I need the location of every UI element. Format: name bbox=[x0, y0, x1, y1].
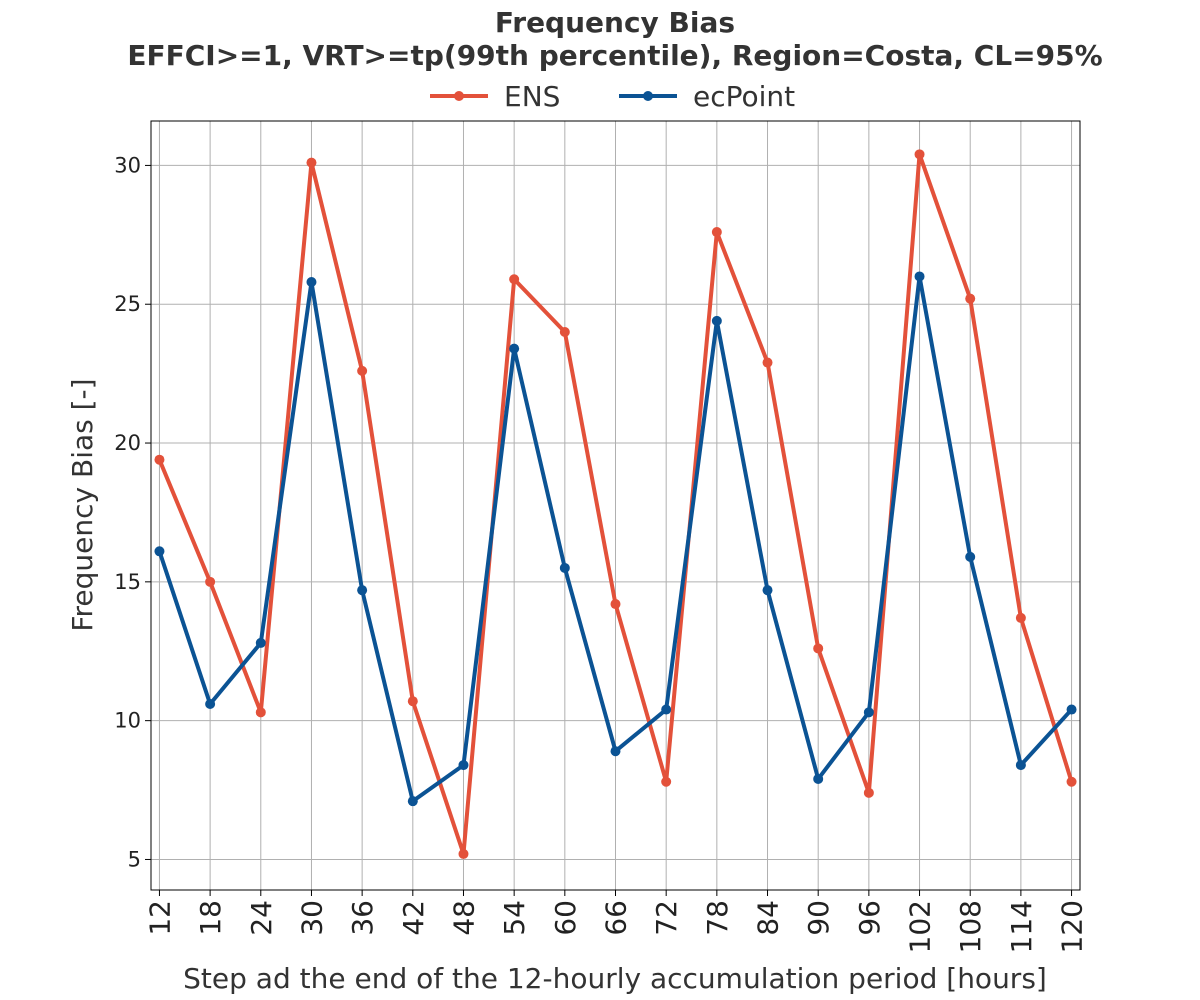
data-point-ecpoint bbox=[661, 704, 672, 715]
x-axis-label: Step ad the end of the 12-hourly accumul… bbox=[183, 962, 1047, 995]
data-point-ecpoint bbox=[357, 585, 368, 596]
legend: ENS ecPoint bbox=[0, 78, 1200, 114]
data-point-ens bbox=[205, 576, 216, 587]
legend-item-ecpoint: ecPoint bbox=[617, 78, 795, 114]
chart-title: Frequency Bias bbox=[494, 6, 736, 39]
data-point-ens bbox=[661, 776, 672, 787]
data-point-ecpoint bbox=[509, 343, 520, 354]
x-tick-label: 66 bbox=[600, 900, 633, 936]
x-tick-label: 108 bbox=[954, 900, 987, 953]
x-tick-label: 96 bbox=[853, 900, 886, 936]
x-tick-label: 120 bbox=[1056, 900, 1089, 953]
data-point-ens bbox=[914, 149, 925, 160]
x-tick-label: 36 bbox=[346, 900, 379, 936]
data-point-ens bbox=[357, 365, 368, 376]
data-point-ecpoint bbox=[154, 546, 165, 557]
data-point-ens bbox=[255, 707, 266, 718]
x-tick-label: 60 bbox=[549, 900, 582, 936]
data-point-ecpoint bbox=[306, 277, 317, 288]
data-point-ens bbox=[559, 326, 570, 337]
data-point-ens bbox=[762, 357, 773, 368]
data-point-ecpoint bbox=[407, 796, 418, 807]
x-tick-label: 84 bbox=[752, 900, 785, 936]
y-tick-label: 10 bbox=[114, 709, 141, 733]
x-tick-label: 48 bbox=[447, 900, 480, 936]
data-point-ens bbox=[509, 274, 520, 285]
y-tick-label: 20 bbox=[114, 431, 141, 455]
x-tick-labels: 12 18 24 30 36 42 48 54 60 66 72 78 84 90 96 102 108 114 1… bbox=[143, 890, 1089, 953]
data-point-ecpoint bbox=[711, 315, 722, 326]
data-point-ecpoint bbox=[813, 773, 824, 784]
legend-item-ens: ENS bbox=[428, 78, 560, 114]
data-point-ecpoint bbox=[863, 707, 874, 718]
data-point-ecpoint bbox=[965, 551, 976, 562]
data-point-ecpoint bbox=[458, 760, 469, 771]
x-tick-label: 30 bbox=[295, 900, 328, 936]
data-point-ens bbox=[458, 848, 469, 859]
data-point-ens bbox=[863, 787, 874, 798]
x-tick-label: 102 bbox=[904, 900, 937, 953]
data-point-ens bbox=[407, 696, 418, 707]
x-tick-label: 24 bbox=[245, 900, 278, 936]
data-point-ens bbox=[965, 293, 976, 304]
data-point-ens bbox=[306, 157, 317, 168]
y-tick-label: 15 bbox=[114, 570, 141, 594]
y-axis-label: Frequency Bias [-] bbox=[66, 378, 99, 631]
legend-label-ecpoint: ecPoint bbox=[693, 79, 796, 113]
legend-swatch-ecpoint bbox=[619, 91, 677, 101]
data-point-ens bbox=[711, 227, 722, 238]
x-tick-label: 78 bbox=[701, 900, 734, 936]
data-point-ens bbox=[610, 599, 621, 610]
data-point-ens bbox=[1015, 612, 1026, 623]
x-tick-label: 72 bbox=[650, 900, 683, 936]
legend-swatch-ens bbox=[430, 91, 488, 101]
data-point-ens bbox=[154, 454, 165, 465]
data-point-ecpoint bbox=[1015, 760, 1026, 771]
x-tick-label: 18 bbox=[194, 900, 227, 936]
y-tick-label: 30 bbox=[114, 153, 141, 177]
grid bbox=[151, 121, 1080, 890]
data-point-ens bbox=[1066, 776, 1077, 787]
data-point-ens bbox=[813, 643, 824, 654]
x-tick-label: 90 bbox=[802, 900, 835, 936]
y-tick-label: 25 bbox=[114, 292, 141, 316]
data-point-ecpoint bbox=[762, 585, 773, 596]
legend-label-ens: ENS bbox=[504, 79, 561, 113]
chart-subtitle: EFFCI>=1, VRT>=tp(99th percentile), Regi… bbox=[127, 39, 1103, 72]
series-layer bbox=[154, 149, 1077, 859]
y-tick-labels: 5 10 15 20 25 30 bbox=[114, 153, 151, 871]
data-point-ecpoint bbox=[1066, 704, 1077, 715]
data-point-ecpoint bbox=[914, 271, 925, 282]
x-tick-label: 42 bbox=[397, 900, 430, 936]
y-tick-label: 5 bbox=[128, 847, 141, 871]
data-point-ecpoint bbox=[559, 562, 570, 573]
data-point-ecpoint bbox=[205, 698, 216, 709]
x-tick-label: 12 bbox=[143, 900, 176, 936]
data-point-ecpoint bbox=[610, 746, 621, 757]
data-point-ecpoint bbox=[255, 637, 266, 648]
x-tick-label: 54 bbox=[498, 900, 531, 936]
x-tick-label: 114 bbox=[1005, 900, 1038, 953]
